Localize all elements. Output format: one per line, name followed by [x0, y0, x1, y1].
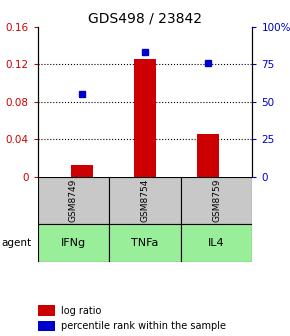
Bar	[181, 176, 252, 223]
Text: IFNg: IFNg	[61, 238, 86, 248]
Text: agent: agent	[2, 238, 32, 248]
Title: GDS498 / 23842: GDS498 / 23842	[88, 12, 202, 26]
Bar	[109, 223, 181, 262]
Bar	[181, 223, 252, 262]
Bar	[134, 59, 156, 176]
Bar	[71, 165, 93, 176]
Bar	[38, 176, 109, 223]
Bar	[197, 133, 219, 176]
Text: IL4: IL4	[208, 238, 225, 248]
Text: GSM8749: GSM8749	[69, 178, 78, 222]
Text: TNFa: TNFa	[131, 238, 159, 248]
Text: GSM8759: GSM8759	[212, 178, 221, 222]
Bar	[38, 321, 55, 331]
Bar	[109, 176, 181, 223]
Text: GSM8754: GSM8754	[140, 178, 150, 222]
Text: log ratio: log ratio	[61, 306, 102, 316]
Bar	[38, 305, 55, 316]
Bar	[38, 223, 109, 262]
Text: percentile rank within the sample: percentile rank within the sample	[61, 321, 226, 331]
